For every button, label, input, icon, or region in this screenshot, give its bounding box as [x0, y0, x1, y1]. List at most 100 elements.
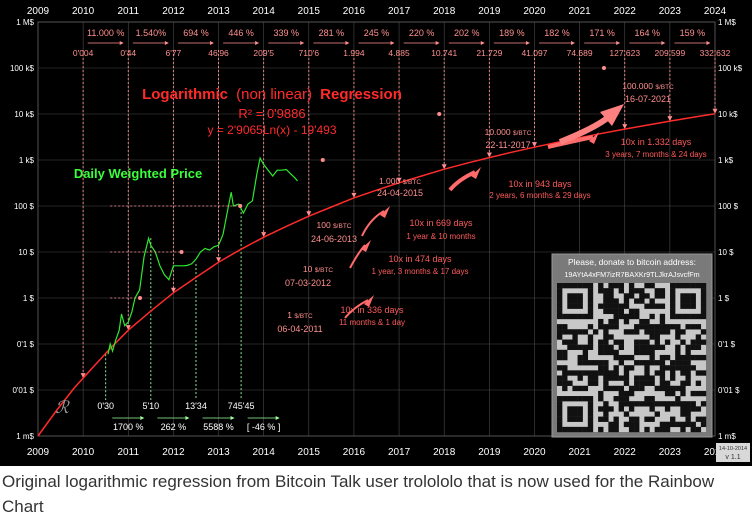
qr-module [675, 313, 681, 320]
regression-marker-arrow [170, 287, 176, 293]
yearly-growth-label: 339 % [273, 28, 299, 38]
qr-module [644, 380, 650, 386]
qr-module [654, 370, 660, 376]
qr-module [659, 380, 666, 386]
qr-module [675, 329, 681, 335]
qr-module [649, 354, 655, 361]
qr-module [587, 303, 594, 309]
trolololo-logo: ℛ [55, 398, 70, 418]
qr-module [572, 344, 578, 350]
qr-module [700, 298, 707, 304]
x-tick-label-bottom: 2018 [433, 447, 456, 458]
qr-module [592, 329, 599, 335]
qr-module [685, 344, 691, 350]
qr-module [644, 293, 650, 299]
qr-module [680, 313, 686, 320]
qr-module [608, 298, 614, 304]
qr-module [603, 339, 609, 345]
qr-module [567, 426, 573, 433]
qr-module [664, 385, 671, 392]
qr-module [695, 426, 702, 433]
qr-module [644, 283, 650, 289]
qr-module [623, 390, 630, 397]
qr-module [695, 313, 702, 320]
qr-module [675, 396, 681, 402]
qr-module [587, 426, 594, 433]
qr-module [557, 298, 563, 304]
yearly-growth-arrowhead [390, 41, 395, 45]
qr-module [685, 416, 691, 422]
x-tick-label-top: 2024 [704, 6, 727, 17]
qr-module [700, 293, 707, 299]
qr-module [639, 375, 645, 381]
qr-module [670, 293, 676, 299]
qr-module [603, 411, 609, 417]
svg-text:Logarithmic (non linear): Logarithmic (non linear) Regression [142, 86, 402, 103]
version-stamp [716, 443, 750, 462]
qr-module [598, 370, 604, 376]
milestone-interval-arrowhead [589, 132, 599, 144]
qr-module [587, 288, 594, 294]
qr-module [598, 324, 604, 330]
actual-growth-arrowhead [140, 416, 145, 420]
qr-module [557, 380, 563, 386]
qr-module [659, 421, 666, 428]
qr-module [690, 324, 696, 330]
qr-module [628, 293, 635, 299]
qr-module [700, 313, 707, 320]
qr-module [598, 349, 604, 356]
qr-module [618, 308, 624, 315]
qr-module [680, 329, 686, 335]
qr-module [700, 416, 707, 422]
y-tick-label-left: 100 $ [14, 202, 35, 211]
qr-module [613, 283, 619, 289]
regression-marker-arrow [80, 373, 86, 379]
qr-module [613, 396, 619, 402]
qr-module [685, 283, 691, 289]
qr-module [582, 396, 589, 402]
qr-module [675, 421, 681, 428]
qr-module [649, 406, 655, 412]
qr-module [649, 375, 655, 381]
milestone-date: 24-06-2013 [311, 234, 357, 244]
qr-module [649, 334, 655, 340]
qr-module [654, 303, 660, 309]
yearly-growth-arrowhead [706, 41, 711, 45]
qr-module [634, 288, 640, 294]
qr-module [618, 354, 624, 361]
qr-module [557, 283, 563, 289]
qr-module [618, 360, 624, 366]
qr-module [685, 313, 691, 320]
qr-module [582, 354, 589, 361]
qr-module [690, 390, 696, 397]
qr-module [613, 298, 619, 304]
qr-module [659, 365, 666, 371]
qr-module [639, 344, 645, 350]
qr-module [608, 421, 614, 428]
regression-marker-label: 46'96 [208, 48, 229, 58]
qr-module [618, 283, 624, 289]
y-tick-label-right: 1 k$ [718, 156, 734, 165]
qr-module [664, 421, 671, 428]
qr-module [670, 421, 676, 428]
qr-module [557, 411, 563, 417]
qr-module [557, 375, 563, 381]
qr-module [644, 401, 650, 407]
y-tick-label-left: 0'1 $ [17, 340, 35, 349]
qr-module [685, 406, 691, 412]
qr-module [557, 313, 563, 320]
qr-module [639, 360, 645, 366]
qr-module [587, 375, 594, 381]
x-tick-label-top: 2013 [207, 6, 230, 17]
qr-module [587, 396, 594, 402]
qr-module [567, 370, 573, 376]
regression-marker-label: 1.994 [343, 48, 365, 58]
regression-marker-arrow [441, 164, 447, 170]
yearly-growth-label: 202 % [454, 28, 480, 38]
qr-module [562, 349, 568, 356]
qr-module [639, 324, 645, 330]
qr-module [680, 401, 686, 407]
regression-marker-label: 74.689 [567, 48, 593, 58]
qr-module [567, 283, 573, 289]
qr-module [680, 283, 686, 289]
